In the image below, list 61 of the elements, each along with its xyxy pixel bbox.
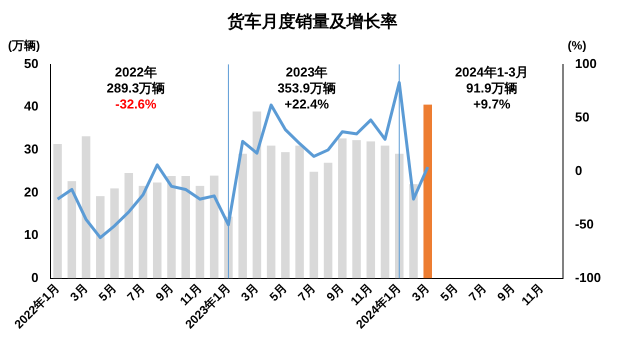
x-tick-label: 7月 (295, 280, 318, 304)
x-tick-label: 3月 (67, 280, 91, 304)
annotation: +9.7% (473, 96, 511, 112)
annotation: 289.3万辆 (106, 80, 166, 96)
annotation: +22.4% (284, 96, 330, 112)
annotation: 2022年 (114, 64, 157, 80)
y2-tick-label: 0 (574, 162, 582, 178)
y2-axis-title: (%) (568, 38, 586, 53)
annotation: 91.9万辆 (466, 80, 518, 96)
bar (310, 172, 318, 278)
y-tick-label: 20 (24, 184, 38, 200)
x-tick-label: 5月 (96, 280, 119, 304)
annotation: 2024年1-3月 (454, 64, 529, 80)
bar (124, 173, 134, 278)
x-tick-label: 5月 (266, 280, 290, 304)
x-tick-label: 7月 (124, 280, 148, 304)
x-tick-label: 7月 (466, 280, 490, 304)
bar (181, 176, 190, 278)
bar (138, 186, 148, 278)
annotation: 353.9万辆 (277, 80, 336, 96)
x-tick-label: 9月 (152, 280, 176, 304)
bar (281, 152, 290, 278)
y2-tick-label: 100 (574, 56, 597, 71)
x-tick-label: 9月 (494, 280, 518, 304)
bar (324, 162, 332, 278)
annotation: 2023年 (286, 64, 328, 80)
bar (53, 144, 62, 278)
x-tick-label: 11月 (518, 280, 546, 308)
bar (423, 104, 432, 278)
y2-tick-label: -100 (574, 270, 602, 285)
bar (167, 176, 176, 278)
bar (252, 111, 262, 278)
bar (380, 146, 390, 278)
y-tick-label: 0 (31, 270, 38, 285)
y-tick-label: 10 (24, 227, 38, 242)
x-tick-label: 5月 (438, 280, 461, 304)
bar (352, 140, 361, 278)
y2-tick-label: -50 (574, 216, 594, 232)
bar (96, 196, 105, 278)
bar (82, 136, 90, 278)
bar (266, 146, 276, 278)
bar (152, 182, 162, 278)
bar (196, 186, 204, 278)
bar (366, 141, 376, 278)
bar (295, 146, 304, 278)
bar (409, 184, 418, 278)
x-tick-label: 3月 (409, 280, 432, 304)
y-tick-label: 30 (24, 142, 38, 157)
y-tick-label: 40 (24, 98, 38, 114)
y2-tick-label: 50 (574, 109, 590, 124)
bar (238, 154, 247, 278)
annotation: -32.6% (115, 96, 157, 112)
bar (338, 138, 347, 278)
bar (110, 188, 119, 278)
chart-title: 货车月度销量及增长率 (226, 12, 398, 31)
y-tick-label: 50 (24, 56, 38, 71)
x-tick-label: 3月 (238, 280, 262, 304)
bar (210, 176, 218, 278)
bar (68, 181, 76, 278)
y-axis-title: (万辆) (8, 38, 40, 53)
x-tick-label: 9月 (324, 280, 347, 304)
